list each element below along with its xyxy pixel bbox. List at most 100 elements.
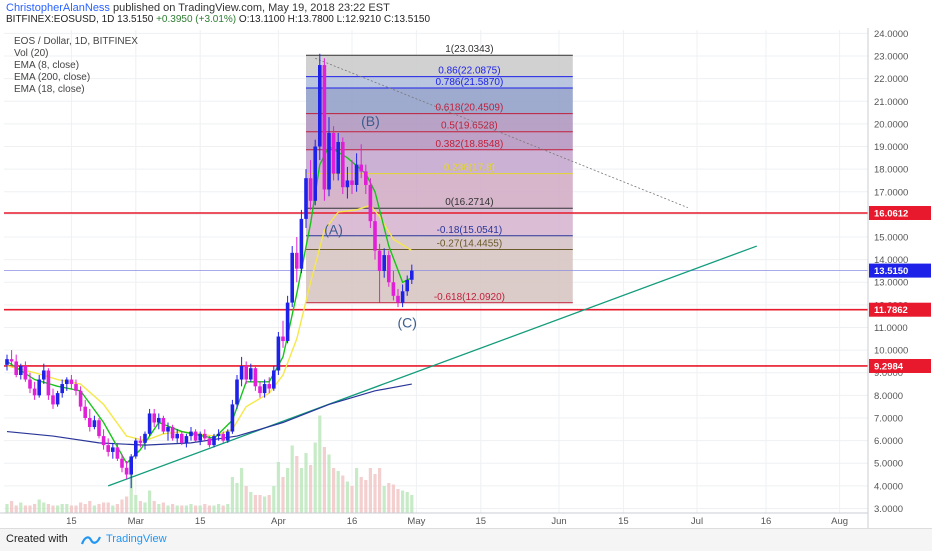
candle-body xyxy=(115,447,120,459)
dotted-trend-line xyxy=(315,57,688,208)
volume-bar xyxy=(240,468,244,513)
volume-bar xyxy=(125,496,129,513)
candle-body xyxy=(354,164,359,185)
price-tag xyxy=(869,358,931,373)
candle xyxy=(299,209,304,274)
price-chart[interactable]: 1(23.0343) 0.86(22.0875)0.786(21.5870) 0.6… xyxy=(0,28,932,528)
volume-bar xyxy=(60,504,64,513)
legend-title: EOS / Dollar, 1D, BITFINEX xyxy=(14,36,138,47)
volume-bar xyxy=(341,475,345,513)
candle-body xyxy=(364,171,368,185)
candle xyxy=(115,442,120,461)
volume-bar xyxy=(88,501,92,513)
candle-body xyxy=(83,406,87,418)
volume-bar xyxy=(281,477,285,513)
candle xyxy=(51,388,55,409)
candle xyxy=(120,454,124,473)
volume-bar xyxy=(10,501,14,513)
volume-bar xyxy=(355,468,359,513)
x-tick-label: 16 xyxy=(347,516,358,527)
candle-body xyxy=(147,413,152,434)
volume-bar xyxy=(74,505,78,513)
fib-zone xyxy=(306,249,573,303)
volume-bar xyxy=(391,484,395,513)
volume-bar xyxy=(230,477,234,513)
candle xyxy=(92,415,97,430)
change-value: +0.3950 (+3.01%) xyxy=(156,14,237,25)
volume-bar xyxy=(189,504,193,513)
x-tick-label: 15 xyxy=(618,516,629,527)
volume-bar xyxy=(157,504,161,513)
candle xyxy=(318,53,322,161)
x-tick-label: 15 xyxy=(66,516,77,527)
volume-bar xyxy=(309,465,313,513)
candle-body xyxy=(377,250,382,271)
tradingview-brand[interactable]: TradingView xyxy=(106,533,167,545)
candle xyxy=(212,433,216,448)
x-tick-label: 16 xyxy=(761,516,772,527)
fib-level-label: 0.618(20.4509) xyxy=(435,103,503,114)
volume-bar xyxy=(217,504,221,513)
volume-bar xyxy=(129,472,133,513)
volume-bar xyxy=(396,489,400,513)
candle xyxy=(37,375,41,398)
candle xyxy=(410,264,414,285)
wave-label: (C) xyxy=(397,314,416,330)
volume-bar xyxy=(345,481,349,513)
fib-level-label: 0.5(19.6528) xyxy=(441,121,498,132)
candle-body xyxy=(331,132,336,174)
volume-bar xyxy=(134,495,138,513)
candle xyxy=(373,212,377,260)
published-text: published on TradingView.com, May 19, 20… xyxy=(113,2,390,14)
volume-bar xyxy=(249,492,253,513)
candle xyxy=(42,363,46,385)
y-axis-panel xyxy=(868,28,932,528)
price-tag-label: 9.2984 xyxy=(874,361,904,372)
candle-body xyxy=(124,467,129,475)
volume-bar xyxy=(272,486,276,513)
candle-body xyxy=(92,420,97,428)
price-tag xyxy=(869,263,931,278)
volume-bar xyxy=(299,468,303,513)
candle xyxy=(101,429,106,450)
candle-body xyxy=(5,359,9,365)
candle-body xyxy=(143,433,147,443)
candle-body xyxy=(382,255,386,271)
candle-body xyxy=(207,438,212,446)
volume-bar xyxy=(42,502,46,513)
volume-bar xyxy=(368,468,372,513)
volume-bar xyxy=(226,504,230,513)
candle xyxy=(32,381,37,400)
fib-zone xyxy=(306,87,573,114)
fib-zone xyxy=(306,149,573,174)
candle-body xyxy=(239,365,244,380)
candle xyxy=(78,386,83,412)
volume-bar xyxy=(336,471,340,513)
x-tick-label: Aug xyxy=(831,516,848,527)
volume-bar xyxy=(115,504,119,513)
fib-level-label: -0.618(12.0920) xyxy=(434,292,505,303)
y-tick-label: 15.0000 xyxy=(874,233,908,244)
volume-bar xyxy=(46,504,50,513)
y-tick-label: 23.0000 xyxy=(874,52,908,63)
price-tag xyxy=(869,205,931,220)
y-tick-label: 17.0000 xyxy=(874,187,908,198)
chart-area[interactable]: 1(23.0343) 0.86(22.0875) 0.786(21.5870) 0.6… xyxy=(0,28,932,528)
volume-bar xyxy=(166,505,170,513)
candle-body xyxy=(313,146,317,201)
candle xyxy=(134,438,138,459)
y-tick-label: 6.0000 xyxy=(874,436,903,447)
last-price: 13.5150 xyxy=(117,14,154,25)
x-tick-label: Mar xyxy=(128,516,144,527)
volume-bar xyxy=(221,505,225,513)
volume-bar xyxy=(304,453,308,513)
author-link[interactable]: ChristopherAlanNess xyxy=(6,2,110,14)
candle xyxy=(239,356,244,387)
candle-body xyxy=(193,431,198,441)
candle-body xyxy=(88,417,92,428)
candle-body xyxy=(368,184,373,222)
ohlc-summary: BITFINEX:EOSUSD, 1D 13.5150 +0.3950 (+3.… xyxy=(6,14,430,25)
price-tag-label: 16.0612 xyxy=(874,208,908,219)
candle-body xyxy=(189,431,193,437)
candle xyxy=(327,117,331,197)
